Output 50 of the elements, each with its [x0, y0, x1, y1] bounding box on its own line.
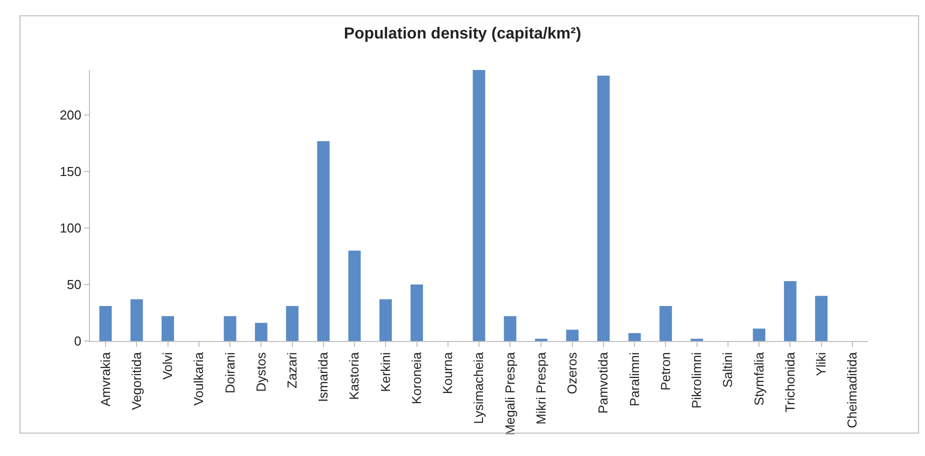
x-tick-label: Pikrolimni — [689, 352, 704, 409]
x-tick-label: Doirani — [222, 352, 238, 394]
bar — [784, 281, 796, 341]
bar — [162, 316, 174, 341]
x-tick-label: Lysimacheia — [471, 351, 486, 424]
bar — [254, 322, 268, 341]
x-tick-label: Trichonida — [782, 351, 798, 412]
x-tick-label: Stymfalia — [751, 351, 766, 406]
x-tick-label: Megali Prespa — [502, 351, 518, 436]
x-tick-label: Kerkini — [378, 352, 393, 392]
x-tick-label: Amvrakia — [98, 351, 113, 406]
bar — [752, 328, 766, 341]
bar — [286, 306, 298, 341]
x-tick-label: Voulkaria — [191, 351, 206, 406]
bar — [224, 316, 236, 341]
bar — [379, 299, 392, 341]
y-tick-label: 100 — [60, 220, 82, 236]
bar — [348, 250, 361, 341]
x-tick-label: Saltini — [720, 352, 736, 388]
x-tick-label: Zazari — [284, 352, 300, 388]
x-tick-label: Paralimni — [626, 352, 642, 406]
y-tick-label: 200 — [60, 108, 82, 123]
bar — [504, 316, 516, 341]
x-tick-label: Dystos — [253, 352, 268, 392]
bar — [99, 306, 112, 341]
bar — [815, 296, 828, 341]
x-tick-label: Pamvotida — [596, 351, 611, 414]
x-tick-label: Ozeros — [564, 352, 580, 394]
x-tick-label: Petron — [658, 352, 673, 391]
x-tick-label: Mikri Prespa — [533, 351, 548, 424]
x-tick-label: Kastoria — [346, 351, 362, 400]
x-tick-label: Yliki — [814, 352, 829, 376]
bar — [597, 76, 610, 341]
x-tick-label: Koroneia — [408, 351, 424, 404]
x-tick-label: Volvi — [160, 352, 176, 380]
chart-title: Population density (capita/km²) — [344, 26, 582, 43]
x-tick-label: Vegoritida — [128, 351, 144, 410]
y-tick-label: 0 — [74, 334, 82, 349]
bar — [317, 141, 330, 341]
bar — [410, 284, 423, 341]
bar — [566, 330, 579, 341]
x-tick-label: Cheimaditida — [844, 351, 860, 428]
y-tick-label: 150 — [60, 164, 82, 180]
x-tick-label: Kourna — [440, 351, 456, 394]
bar — [660, 306, 672, 341]
y-tick-label: 50 — [66, 277, 82, 292]
bar — [628, 333, 641, 341]
bar — [130, 299, 143, 341]
x-tick-label: Ismarida — [316, 351, 331, 402]
bar — [472, 70, 486, 341]
